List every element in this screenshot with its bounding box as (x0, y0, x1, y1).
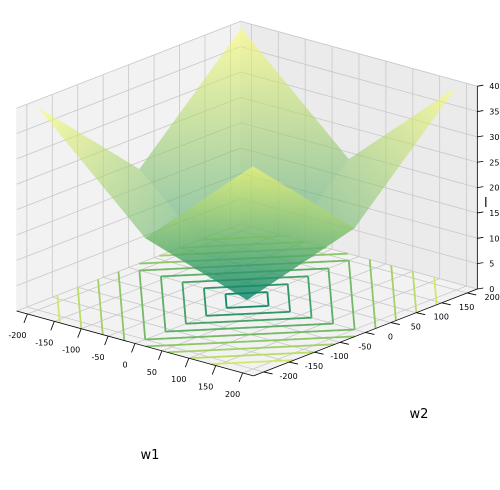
y-tick-mark (288, 361, 299, 365)
contour-line (167, 343, 335, 354)
x-tick-label: 0 (122, 360, 127, 369)
contour-line (76, 287, 83, 329)
x-tick-label: 200 (225, 390, 240, 399)
contour-line (226, 304, 269, 309)
contour-line (97, 279, 104, 335)
z-tick-label: 20 (489, 184, 499, 193)
contour-line (165, 322, 334, 333)
z-tick-label: 0 (489, 285, 494, 294)
z-tick-mark (477, 287, 484, 290)
contour-line (347, 260, 356, 330)
z-tick-mark (477, 262, 484, 265)
x-tick-label: 100 (171, 375, 186, 384)
x-tick-mark (158, 350, 163, 360)
x-tick-mark (50, 321, 55, 331)
y-tick-label: 200 (485, 293, 500, 302)
contour-line (368, 259, 377, 329)
contour-line (181, 281, 187, 324)
contour-line (146, 335, 355, 348)
x-tick-mark (104, 335, 109, 346)
x-tick-mark (184, 358, 190, 368)
x-tick-label: 50 (147, 368, 157, 377)
y-tick-mark (314, 351, 324, 355)
y-tick-label: -150 (305, 362, 323, 371)
z-tick-label: 15 (489, 209, 499, 218)
z-axis-ticks: 0 5 10 15 20 25 30 35 40 (477, 82, 499, 294)
x-tick-mark (238, 372, 243, 383)
z-tick-label: 25 (489, 158, 499, 167)
x-tick-label: -100 (62, 346, 80, 355)
contour-line (266, 292, 270, 306)
contour-line (433, 277, 438, 305)
contour-line (203, 288, 208, 317)
contour-line (411, 271, 418, 313)
contour-line (145, 328, 355, 341)
y-tick-mark (263, 371, 273, 375)
contour-line (327, 268, 335, 324)
contour-line (390, 265, 397, 321)
x-axis-ticks: -200 -150 -100 -50 0 50 100 150 200 (8, 313, 243, 399)
contour-line (138, 270, 147, 340)
y-tick-label: 0 (388, 332, 393, 341)
z-tick-label: 5 (489, 260, 494, 269)
z-tick-mark (477, 160, 484, 163)
z-tick-label: 30 (489, 133, 499, 142)
y-axis-label: w2 (410, 407, 429, 422)
contour-line (189, 351, 314, 360)
x-axis-label: w1 (141, 448, 160, 463)
contour-line (210, 359, 294, 365)
grid-line (52, 296, 290, 363)
y-axis-ticks: -200 -150 -100 -50 0 50 100 150 200 (263, 292, 500, 381)
x-tick-mark (131, 343, 136, 353)
y-tick-mark (390, 322, 400, 325)
y-tick-label: -50 (358, 342, 371, 351)
contour-line (307, 276, 313, 319)
z-tick-label: 10 (489, 234, 499, 243)
x-tick-label: -150 (35, 338, 53, 347)
grid-line (16, 20, 241, 109)
z-tick-mark (477, 211, 484, 214)
y-tick-mark (416, 312, 426, 316)
z-axis-label: l (484, 196, 488, 211)
y-tick-label: -100 (330, 352, 348, 361)
y-tick-mark (441, 302, 451, 306)
y-tick-label: 150 (459, 303, 474, 312)
grid-line (240, 20, 478, 87)
contour-line (159, 276, 167, 332)
x-tick-label: -50 (92, 353, 105, 362)
x-axis-line (16, 310, 254, 377)
contour-line (117, 271, 126, 341)
z-tick-mark (477, 186, 484, 188)
z-tick-mark (477, 135, 484, 138)
z-tick-mark (477, 84, 484, 87)
z-tick-mark (477, 236, 484, 239)
x-tick-mark (211, 365, 217, 375)
grid-line (77, 286, 315, 353)
x-tick-label: -200 (8, 331, 26, 340)
y-tick-label: -200 (280, 372, 298, 381)
surface-facet (145, 166, 355, 300)
x-tick-label: 150 (198, 383, 213, 392)
z-tick-mark (477, 110, 484, 112)
surface (37, 28, 457, 300)
y-axis-line (253, 288, 478, 377)
contour-line (224, 294, 228, 308)
x-tick-mark (23, 313, 28, 324)
y-tick-label: 50 (411, 323, 421, 332)
z-tick-label: 35 (489, 108, 499, 117)
contour-line (56, 295, 61, 323)
y-tick-mark (365, 332, 375, 335)
contour-line (286, 283, 291, 312)
y-tick-mark (339, 341, 349, 345)
contour-line (185, 316, 312, 325)
y-tick-mark (467, 292, 477, 296)
z-tick-label: 40 (489, 82, 499, 91)
x-tick-mark (77, 328, 82, 338)
y-tick-label: 100 (434, 313, 449, 322)
contour-line (206, 310, 290, 317)
